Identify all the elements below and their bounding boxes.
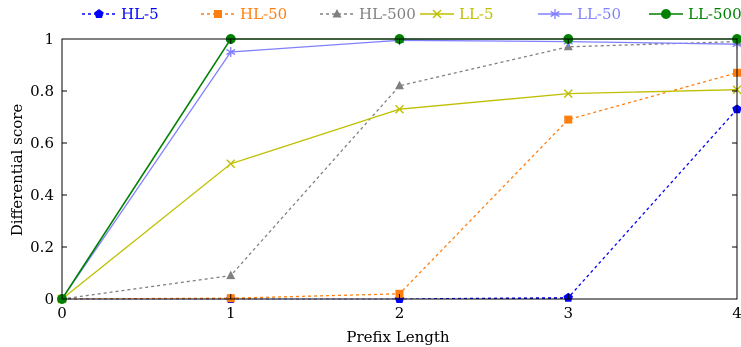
legend-label: LL-5 (459, 5, 494, 23)
y-tick-label: 0.2 (30, 238, 54, 256)
data-point (226, 159, 236, 169)
series-ll-50 (57, 35, 741, 304)
x-tick-label: 2 (395, 304, 405, 322)
y-tick-label: 0.4 (30, 186, 54, 204)
legend-entry: LL-500 (649, 5, 741, 23)
plot-area (57, 34, 741, 304)
y-tick-label: 0.8 (30, 82, 54, 100)
legend-label: HL-5 (121, 5, 159, 23)
series-line (61, 72, 738, 300)
legend-label: LL-50 (577, 5, 621, 23)
series-line (61, 40, 738, 300)
series-hl-50 (58, 68, 741, 303)
data-point (226, 270, 236, 280)
legend-label: HL-500 (359, 5, 416, 23)
data-point (395, 80, 404, 90)
series-line (61, 38, 737, 300)
legend-entry: LL-50 (538, 5, 621, 23)
series-ll-500 (57, 34, 741, 304)
series-ll-5 (57, 85, 741, 304)
data-point (332, 9, 342, 18)
data-point (214, 10, 222, 18)
legend-label: LL-500 (688, 5, 741, 23)
y-tick-label: 0.6 (30, 134, 54, 152)
data-point (564, 115, 573, 124)
data-point (661, 9, 671, 19)
legend-entry: HL-50 (201, 5, 287, 23)
series-line (61, 89, 738, 300)
legend-entry: LL-5 (420, 5, 494, 23)
data-point (432, 9, 442, 19)
x-tick-label: 4 (732, 304, 741, 322)
series-hl-5 (57, 104, 741, 304)
x-axis-label: Prefix Length (346, 328, 450, 346)
plot-frame (61, 38, 738, 300)
series-line (62, 108, 738, 300)
data-point (226, 47, 236, 57)
data-point (550, 9, 560, 19)
y-tick-label: 0 (44, 290, 54, 308)
x-tick-label: 3 (563, 304, 573, 322)
legend-label: HL-50 (240, 5, 287, 23)
x-tick-label: 0 (57, 304, 67, 322)
y-tick-label: 1 (44, 30, 54, 48)
legend-entry: HL-5 (82, 5, 159, 23)
x-tick-label: 1 (226, 304, 236, 322)
data-point (94, 9, 104, 19)
series-hl-500 (57, 36, 741, 303)
legend: HL-5 HL-50 HL-500 LL-5 LL-50 LL-500 (82, 5, 741, 23)
y-axis-label: Differential score (8, 104, 26, 237)
data-point (563, 89, 573, 99)
data-point (395, 104, 404, 114)
series-line (61, 39, 738, 300)
axes: 0 1 2 3 4 0 0.2 0.4 0.6 0.8 1 (30, 30, 741, 322)
data-point (395, 289, 404, 298)
legend-entry: HL-500 (320, 5, 416, 23)
